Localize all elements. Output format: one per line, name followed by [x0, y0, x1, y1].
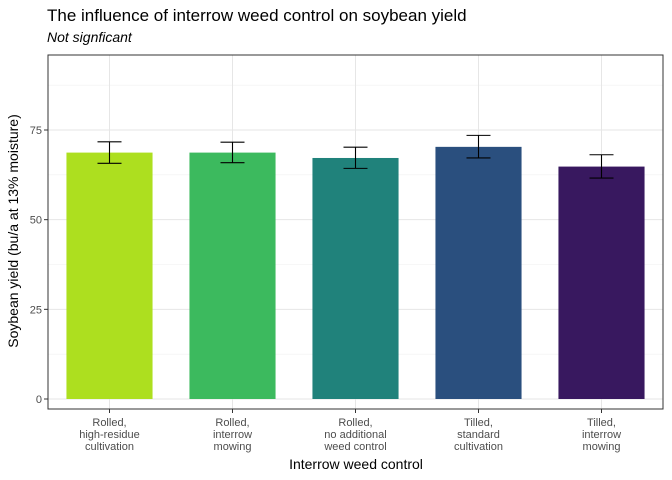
bar-4 — [435, 146, 522, 399]
x-tick-label-line: interrow — [213, 429, 252, 441]
y-tick-label: 25 — [30, 304, 42, 316]
x-tick-label-line: cultivation — [454, 441, 503, 453]
y-tick-label: 0 — [36, 394, 42, 406]
x-tick-label-line: mowing — [214, 441, 252, 453]
y-axis-label: Soybean yield (bu/a at 13% moisture) — [5, 114, 21, 347]
x-tick-label-line: mowing — [583, 441, 621, 453]
x-tick-label-line: high-residue — [79, 429, 140, 441]
x-tick-label: Tilled, interrow mowing — [582, 417, 621, 453]
x-tick-label-line: Rolled, — [92, 417, 126, 429]
x-tick-label-line: no additional — [324, 429, 386, 441]
x-tick-label: Tilled, standard cultivation — [454, 417, 503, 453]
x-tick-label-line: Rolled, — [338, 417, 372, 429]
y-tick-label: 75 — [30, 125, 42, 137]
x-tick-label-line: interrow — [582, 429, 621, 441]
x-tick-label-line: Tilled, — [587, 417, 616, 429]
bar-1 — [66, 152, 153, 399]
bar-5 — [558, 166, 645, 399]
x-tick-label: Rolled, high-residue cultivation — [79, 417, 140, 453]
chart-title: The influence of interrow weed control o… — [47, 6, 467, 25]
x-tick-label-line: cultivation — [85, 441, 134, 453]
x-tick-label-line: Rolled, — [215, 417, 249, 429]
x-tick-label-line: weed control — [323, 441, 386, 453]
x-tick-label-line: standard — [457, 429, 500, 441]
bar-3 — [312, 157, 399, 399]
chart-subtitle: Not signficant — [47, 29, 133, 45]
x-tick-label: Rolled, interrow mowing — [213, 417, 252, 453]
x-tick-label: Rolled, no additional weed control — [323, 417, 386, 453]
x-axis-label: Interrow weed control — [289, 456, 423, 472]
x-tick-label-line: Tilled, — [464, 417, 493, 429]
bar-2 — [189, 152, 276, 399]
y-tick-label: 50 — [30, 215, 42, 227]
